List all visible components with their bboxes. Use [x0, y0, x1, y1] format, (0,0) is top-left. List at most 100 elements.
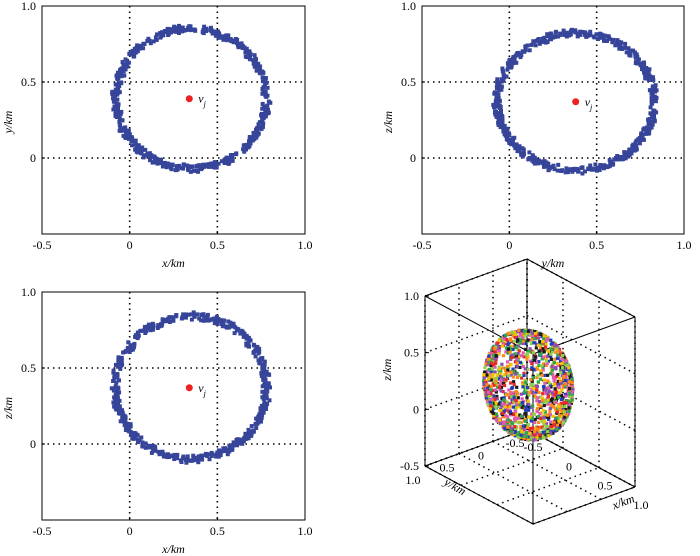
sphere-point [552, 382, 556, 386]
sphere-point [497, 338, 501, 342]
ring-point [254, 68, 259, 73]
sphere-point [551, 414, 555, 418]
x-axis-label: y/km [541, 256, 565, 270]
ring-point [194, 164, 199, 169]
ring-point [646, 131, 651, 136]
ring-point [192, 27, 197, 32]
sphere-point [517, 400, 521, 404]
ring-point [649, 125, 654, 130]
ring-point [179, 316, 184, 321]
ring-point [118, 356, 123, 361]
ring-point [646, 120, 651, 125]
ring-point [166, 163, 170, 168]
ring-point [172, 452, 177, 457]
ring-point [570, 29, 575, 34]
ring-point [653, 89, 658, 94]
ring-point [512, 142, 516, 147]
ring-point [130, 139, 135, 144]
sphere-point [507, 370, 512, 374]
sphere-point [563, 415, 567, 419]
sphere-point [522, 436, 526, 440]
ring-point [259, 403, 264, 408]
ring-point [192, 314, 197, 318]
ring-point [232, 331, 237, 336]
sphere-point [563, 378, 567, 382]
ring-point [265, 85, 270, 90]
sphere-point [502, 409, 506, 413]
sphere-point [548, 383, 553, 387]
sphere-point [509, 363, 513, 367]
sphere-point [528, 432, 532, 436]
sphere-point [483, 370, 487, 375]
sphere-point [525, 425, 530, 430]
ring-point [516, 149, 521, 154]
sphere-point [551, 405, 555, 409]
sphere-point [487, 390, 491, 394]
sphere-point [488, 360, 492, 364]
y-tick-label: 0 [30, 151, 36, 165]
ring-point [158, 31, 162, 36]
sphere-point [514, 354, 519, 358]
x-tick-label: 0 [127, 524, 133, 538]
sphere-point [522, 426, 526, 430]
ring-point [123, 418, 128, 423]
sphere-point [539, 348, 543, 352]
ring-point [140, 145, 145, 150]
grid-back-x [526, 371, 636, 431]
ring-point [227, 446, 232, 451]
sphere-point [525, 396, 529, 400]
ring-point [244, 147, 248, 152]
y-tick-label: 0 [410, 151, 416, 165]
sphere-point [546, 394, 550, 399]
sphere-point [512, 426, 516, 431]
ring-point [185, 458, 190, 463]
sphere-point [534, 390, 538, 394]
sphere-point [542, 362, 546, 366]
ring-point [216, 31, 221, 36]
sphere-point [490, 367, 494, 371]
ring-point [606, 35, 611, 40]
ring-point [607, 164, 612, 169]
sphere-point [500, 375, 504, 379]
ring-point [198, 165, 203, 170]
ring-point [254, 347, 259, 351]
ring-point [165, 29, 169, 34]
ring-point [544, 164, 549, 169]
sphere-point [531, 382, 535, 387]
ring-point [211, 316, 216, 321]
sphere-point [537, 349, 541, 353]
ring-point [261, 121, 266, 126]
sphere-point [516, 435, 521, 439]
ring-point [125, 135, 130, 140]
sphere-point [561, 353, 565, 358]
ring-point [264, 396, 269, 401]
ring-point [159, 34, 164, 39]
z-tick-label: 1.0 [404, 289, 419, 303]
ring-point [184, 315, 188, 320]
ring-point [146, 36, 151, 41]
ring-point [511, 136, 516, 141]
sphere-point [542, 350, 546, 354]
ring-point [205, 312, 210, 317]
sphere-point [534, 355, 538, 359]
ring-point [216, 448, 221, 453]
ring-series [109, 310, 272, 465]
ring-point [246, 344, 251, 349]
sphere-point [551, 350, 555, 354]
ring-point [517, 144, 522, 149]
sphere-point [489, 409, 493, 413]
sphere-point [515, 361, 519, 365]
sphere-point [542, 416, 546, 420]
ring-point [650, 89, 655, 94]
ring-point [266, 99, 271, 104]
ring-point [120, 60, 125, 64]
sphere-point [536, 425, 540, 429]
ring-point [252, 53, 257, 58]
ring-point [537, 41, 542, 46]
ring-point [636, 57, 641, 62]
sphere-point [506, 347, 510, 351]
x-tick-label: 1.0 [298, 524, 313, 538]
sphere-point [508, 410, 513, 414]
sphere-point [545, 400, 549, 404]
ring-point [231, 440, 236, 445]
